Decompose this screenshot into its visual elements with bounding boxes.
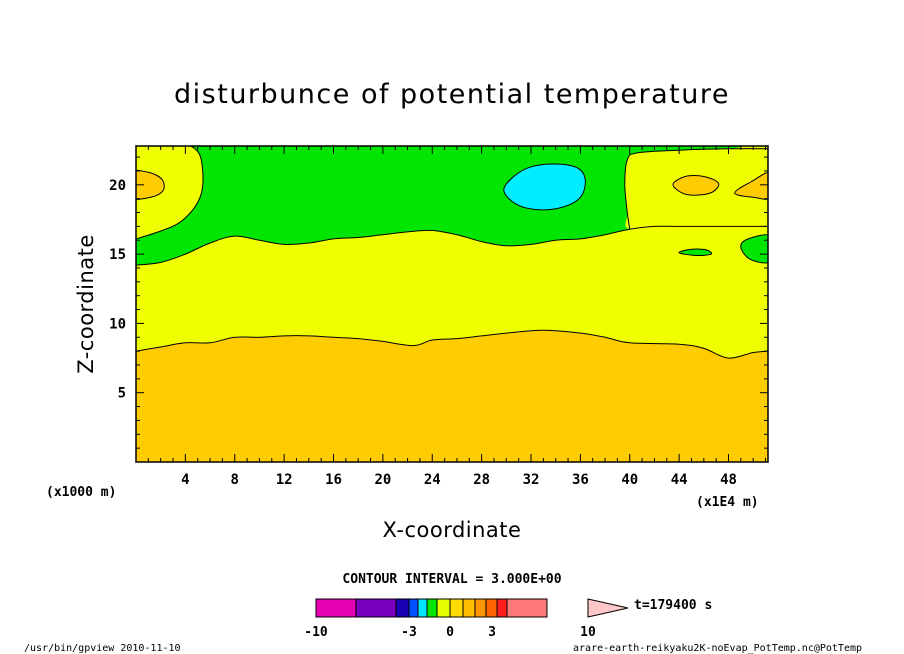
colorbar-label: -3 [401,625,417,640]
x-tick-label: 32 [523,472,540,488]
colorbar-segment [408,598,419,618]
contour-plot-area [135,145,769,463]
colorbar-arrow [587,598,629,618]
colorbar-segment [449,598,464,618]
colorbar-segment [355,598,397,618]
colorbar-segment [426,598,438,618]
cyan-cell [503,163,586,211]
x-tick-label: 8 [231,472,239,488]
x-tick-label: 16 [325,472,342,488]
lower-orange-layer [136,330,768,462]
x-tick-label: 48 [720,472,737,488]
footer-right: arare-earth-reikyaku2K-noEvap_PotTemp.nc… [573,643,862,654]
top-left-yellow-patch [136,146,204,240]
x-tick-label: 40 [621,472,638,488]
colorbar-segment [474,598,487,618]
colorbar-segment [436,598,451,618]
footer-left: /usr/bin/gpview 2010-11-10 [24,643,181,654]
green-cell-small [678,248,713,257]
x-tick-label: 24 [424,472,441,488]
x-axis-title: X-coordinate [383,518,522,542]
plot-frame [135,145,769,463]
colorbar-segment [315,598,357,618]
y-tick-label: 15 [109,247,126,263]
y-tick-label: 20 [109,178,126,194]
y-axis-title: Z-coordinate [74,234,98,374]
x-tick-label: 4 [181,472,189,488]
time-label: t=179400 s [634,598,712,613]
y-tick-label: 10 [109,316,126,332]
colorbar-label: -10 [304,625,328,640]
colorbar-labels: -10 -3 0 3 10 [304,625,596,640]
colorbar-label: 10 [580,625,596,640]
axis-ticks [136,146,768,462]
colorbar-segment [417,598,428,618]
x-scale-note: (x1E4 m) [696,495,759,510]
colorbar-segment [496,598,508,618]
x-tick-label: 44 [671,472,688,488]
orange-cell-right-b [734,171,768,200]
orange-cell-left [136,169,165,200]
x-unit-note: (x1000 m) [46,485,116,500]
colorbar-segment [506,598,548,618]
colorbar [315,598,629,618]
right-patch-contour-line [624,148,768,230]
colorbar-segment [485,598,498,618]
colorbar-segment [395,598,410,618]
orange-contour-line [136,329,768,359]
contour-interval-label: CONTOUR INTERVAL = 3.000E+00 [342,572,561,587]
x-tick-label: 20 [374,472,391,488]
chart-title: disturbunce of potential temperature [174,79,730,110]
orange-cell-right-a [672,175,720,196]
x-tick-label: 28 [473,472,490,488]
colorbar-segment [462,598,476,618]
green-cell-edge [740,234,768,264]
x-tick-label: 12 [276,472,293,488]
colorbar-label: 3 [488,625,496,640]
y-tick-label: 5 [118,386,126,402]
x-tick-label: 36 [572,472,589,488]
colorbar-label: 0 [446,625,454,640]
